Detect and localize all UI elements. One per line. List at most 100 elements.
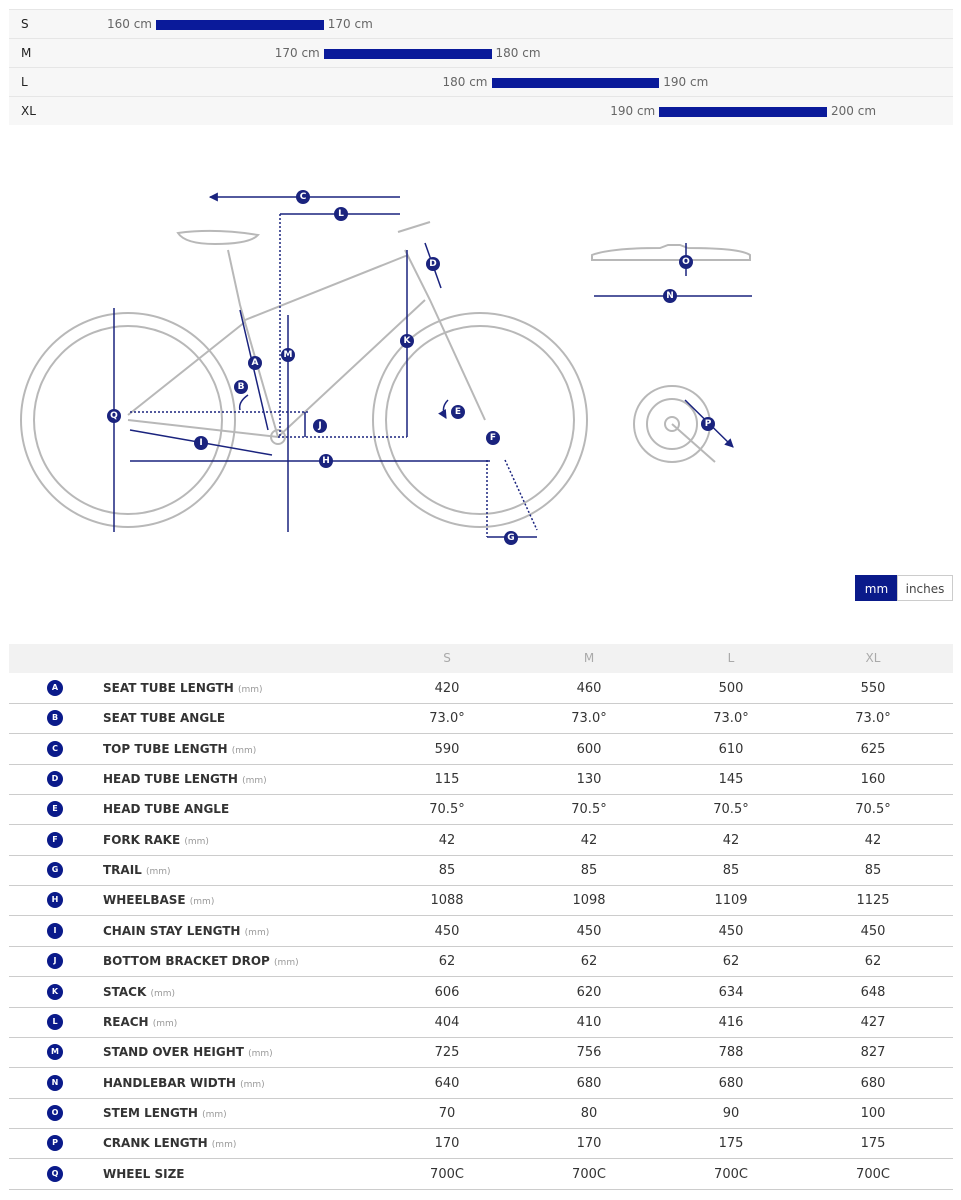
unit-inches[interactable]: inches <box>897 575 953 601</box>
cell-value: 427 <box>860 1014 886 1030</box>
cell-value: 62 <box>722 954 740 970</box>
measure-unit: (mm) <box>242 776 267 787</box>
table-row: J BOTTOM BRACKET DROP (mm) 62 62 62 62 <box>9 946 953 978</box>
dimension-letter: G <box>507 533 514 543</box>
table-row: A SEAT TUBE LENGTH (mm) 420 460 500 550 <box>9 673 953 704</box>
table-row: E HEAD TUBE ANGLE 70.5° 70.5° 70.5° 70.5° <box>9 794 953 826</box>
row-badge: H <box>47 892 63 909</box>
row-badge: L <box>47 1013 63 1030</box>
cell-value: 620 <box>576 984 602 1000</box>
dimension-letter: P <box>705 419 712 429</box>
cell-value: 100 <box>860 1105 886 1121</box>
cell-value: 42 <box>864 832 882 848</box>
row-badge: M <box>47 1044 63 1061</box>
measure-name: HEAD TUBE LENGTH (mm) <box>103 772 267 786</box>
cell-value: 73.0° <box>855 711 891 727</box>
dimension-badge <box>701 417 715 431</box>
row-badge: E <box>47 801 63 818</box>
row-badge: Q <box>47 1165 63 1182</box>
measure-unit: (mm) <box>189 897 215 908</box>
cell-value: 160 <box>860 772 886 788</box>
table-row: M STAND OVER HEIGHT (mm) 725 756 788 827 <box>9 1037 953 1069</box>
dimension-letter: Q <box>110 411 118 421</box>
dimension-badge <box>234 380 248 394</box>
measure-label: WHEELBASE <box>103 893 186 908</box>
measure-name: REACH (mm) <box>103 1015 177 1029</box>
dimension-letter: D <box>429 259 436 269</box>
cell-value: 62 <box>438 954 456 970</box>
measure-label: SEAT TUBE LENGTH <box>103 681 234 695</box>
cell-value: 70.5° <box>713 802 749 818</box>
cell-value: 115 <box>434 772 460 788</box>
cell-value: 404 <box>434 1014 460 1030</box>
dimension-badge <box>194 436 208 450</box>
height-range-bar <box>323 49 492 59</box>
dimension-badge <box>451 405 465 419</box>
cell-value: 700C <box>714 1166 748 1182</box>
dimension-badge <box>313 419 327 433</box>
cell-value: 73.0° <box>429 711 465 727</box>
measure-name: HANDLEBAR WIDTH (mm) <box>103 1076 265 1090</box>
cell-value: 62 <box>580 954 598 970</box>
measure-unit: (mm) <box>202 1109 227 1120</box>
cell-value: 73.0° <box>571 711 607 727</box>
measure-name: BOTTOM BRACKET DROP (mm) <box>103 954 299 968</box>
dimension-letter: E <box>455 407 461 417</box>
cell-value: 450 <box>434 923 460 939</box>
cell-value: 42 <box>438 832 456 848</box>
table-row: H WHEELBASE (mm) 1088 1098 1109 1125 <box>9 885 953 917</box>
unit-mm[interactable]: mm <box>855 575 898 601</box>
measure-unit: (mm) <box>231 745 257 756</box>
cell-value: 42 <box>580 832 598 848</box>
cell-value: 700C <box>572 1166 606 1182</box>
cell-value: 640 <box>434 1075 460 1091</box>
cell-value: 450 <box>576 923 602 939</box>
cell-value: 70.5° <box>429 802 465 818</box>
range-end: 170 cm <box>327 17 373 31</box>
dimension-letter: M <box>284 350 293 360</box>
dimension-badge <box>296 190 310 204</box>
measure-label: STAND OVER HEIGHT <box>103 1045 244 1060</box>
cell-value: 1109 <box>714 893 748 909</box>
measure-name: STAND OVER HEIGHT (mm) <box>103 1045 273 1059</box>
cell-value: 590 <box>434 741 460 757</box>
bike-drawing <box>20 221 751 528</box>
dimension-badge <box>663 289 677 303</box>
cell-value: 85 <box>580 863 598 879</box>
measure-label: TOP TUBE LENGTH <box>103 741 228 756</box>
size-label: M <box>21 46 32 60</box>
measure-unit: (mm) <box>184 836 209 847</box>
cell-value: 80 <box>580 1105 598 1121</box>
dimension-badge <box>319 454 333 468</box>
cell-value: 610 <box>718 741 744 757</box>
geometry-diagram: C L D O N M K A B Q E J I H F P G <box>20 130 752 545</box>
dimension-badge <box>679 255 693 269</box>
cell-value: 680 <box>860 1075 886 1091</box>
table-row: K STACK (mm) 606 620 634 648 <box>9 977 953 1008</box>
dimension-badge <box>107 409 121 423</box>
measure-name: CRANK LENGTH (mm) <box>103 1136 236 1150</box>
dimension-badge <box>426 257 440 271</box>
size-row: XL 190 cm 200 cm <box>9 96 953 125</box>
table-row: O STEM LENGTH (mm) 70 80 90 100 <box>9 1098 953 1129</box>
cell-value: 460 <box>576 681 602 696</box>
dimension-letter: I <box>199 438 202 448</box>
cell-value: 680 <box>718 1075 744 1091</box>
measure-name: STACK (mm) <box>103 985 175 999</box>
row-badge: K <box>47 983 63 1000</box>
measure-unit: (mm) <box>240 1079 265 1090</box>
cell-value: 788 <box>718 1045 744 1061</box>
measure-label: STACK <box>103 984 147 999</box>
range-end: 180 cm <box>495 46 541 60</box>
cell-value: 70.5° <box>855 802 891 818</box>
cell-value: 700C <box>856 1166 890 1182</box>
measure-unit: (mm) <box>244 927 270 938</box>
cell-value: 175 <box>718 1136 744 1152</box>
table-row: C TOP TUBE LENGTH (mm) 590 600 610 625 <box>9 734 953 765</box>
cell-value: 70 <box>438 1105 456 1121</box>
size-row: L 180 cm 190 cm <box>9 67 953 96</box>
dimension-letter: C <box>300 192 307 202</box>
measure-name: WHEELBASE (mm) <box>103 893 214 907</box>
cell-value: 175 <box>860 1136 886 1152</box>
